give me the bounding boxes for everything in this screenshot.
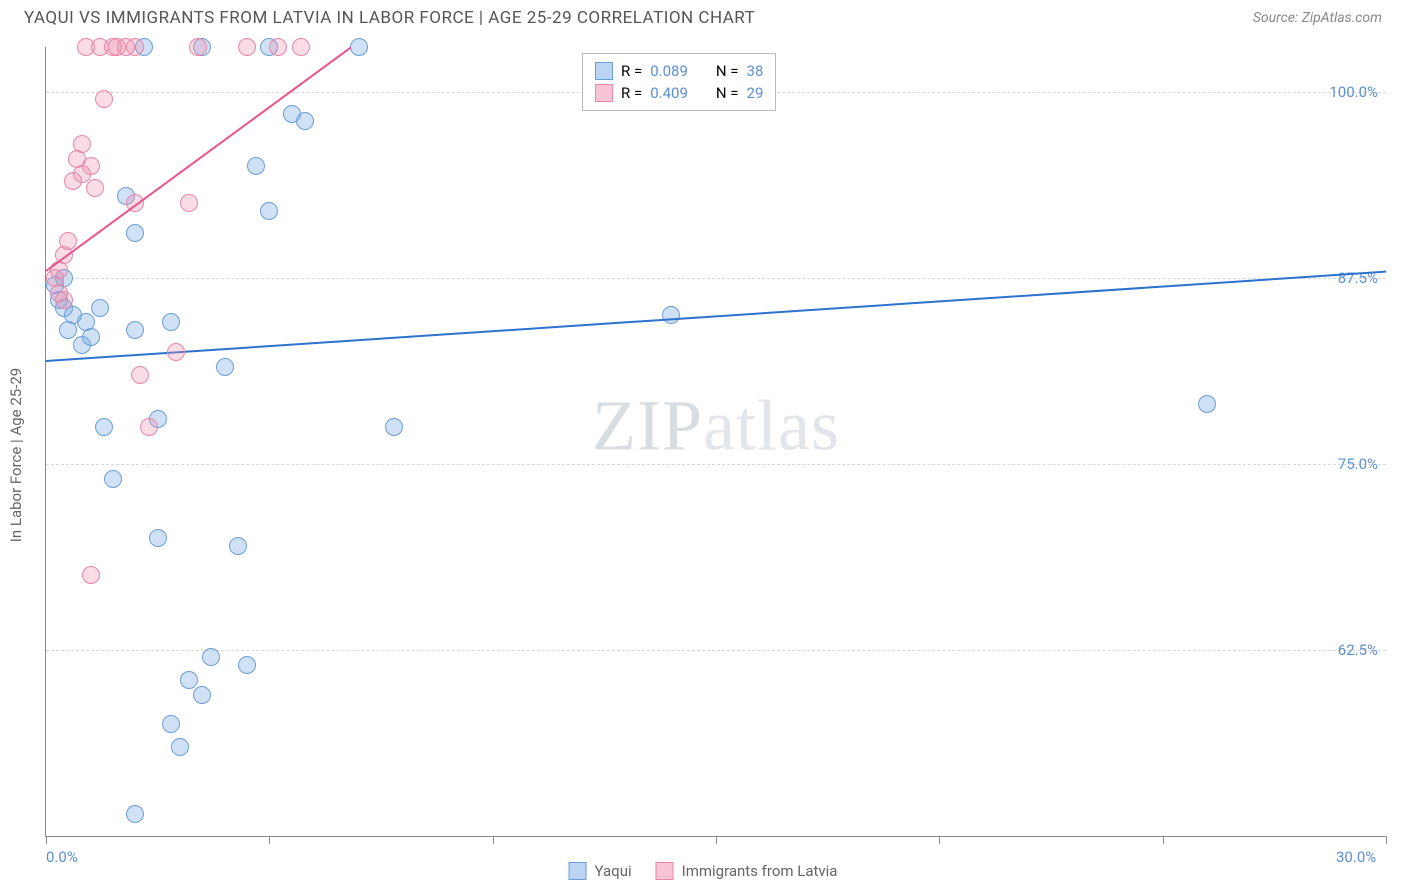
- gridline: [46, 464, 1386, 465]
- data-point: [73, 135, 91, 153]
- data-point: [126, 805, 144, 823]
- data-point: [104, 470, 122, 488]
- legend-item-latvia: Immigrants from Latvia: [656, 862, 838, 880]
- legend-item-yaqui: Yaqui: [569, 862, 632, 880]
- swatch-blue-icon: [569, 862, 587, 880]
- title-bar: YAQUI VS IMMIGRANTS FROM LATVIA IN LABOR…: [0, 0, 1406, 28]
- data-point: [269, 38, 287, 56]
- legend-label: Yaqui: [595, 862, 632, 880]
- data-point: [260, 202, 278, 220]
- data-point: [140, 418, 158, 436]
- y-tick-label: 62.5%: [1338, 641, 1378, 659]
- trend-line: [46, 270, 1386, 361]
- data-point: [162, 313, 180, 331]
- chart-plot-area: ZIPatlas 62.5%75.0%87.5%100.0%0.0%30.0%R…: [45, 47, 1386, 837]
- legend-row: R = 0.089 N = 38: [595, 60, 763, 82]
- data-point: [180, 194, 198, 212]
- data-point: [162, 715, 180, 733]
- data-point: [662, 306, 680, 324]
- data-point: [126, 321, 144, 339]
- data-point: [95, 90, 113, 108]
- data-point: [82, 328, 100, 346]
- data-point: [149, 529, 167, 547]
- data-point: [95, 418, 113, 436]
- data-point: [171, 738, 189, 756]
- r-value: 0.089: [650, 62, 688, 80]
- watermark-zip: ZIP: [592, 385, 703, 465]
- data-point: [292, 38, 310, 56]
- y-axis-title: In Labor Force | Age 25-29: [7, 368, 25, 542]
- legend-label: Immigrants from Latvia: [682, 862, 838, 880]
- data-point: [82, 157, 100, 175]
- data-point: [86, 179, 104, 197]
- x-tick: [493, 836, 494, 844]
- chart-title: YAQUI VS IMMIGRANTS FROM LATVIA IN LABOR…: [24, 8, 755, 28]
- data-point: [247, 157, 265, 175]
- source-label: Source: ZipAtlas.com: [1253, 10, 1382, 26]
- gridline: [46, 278, 1386, 279]
- n-label: N =: [716, 84, 739, 102]
- data-point: [91, 299, 109, 317]
- x-tick: [939, 836, 940, 844]
- y-tick-label: 100.0%: [1329, 83, 1378, 101]
- data-point: [216, 358, 234, 376]
- n-value: 29: [747, 84, 764, 102]
- data-point: [202, 648, 220, 666]
- x-tick: [716, 836, 717, 844]
- legend-row: R = 0.409 N = 29: [595, 82, 763, 104]
- y-tick-label: 75.0%: [1338, 455, 1378, 473]
- r-label: R =: [621, 62, 642, 80]
- data-point: [238, 38, 256, 56]
- data-point: [229, 537, 247, 555]
- data-point: [189, 38, 207, 56]
- r-label: R =: [621, 84, 642, 102]
- data-point: [238, 656, 256, 674]
- data-point: [1198, 395, 1216, 413]
- n-value: 38: [747, 62, 764, 80]
- x-tick-label: 0.0%: [46, 848, 78, 866]
- r-value: 0.409: [650, 84, 688, 102]
- swatch-pink-icon: [595, 84, 613, 102]
- data-point: [385, 418, 403, 436]
- data-point: [126, 38, 144, 56]
- swatch-blue-icon: [595, 62, 613, 80]
- data-point: [82, 566, 100, 584]
- data-point: [59, 232, 77, 250]
- data-point: [126, 224, 144, 242]
- watermark-atlas: atlas: [703, 385, 840, 465]
- x-tick: [1163, 836, 1164, 844]
- watermark: ZIPatlas: [592, 384, 840, 467]
- data-point: [193, 686, 211, 704]
- n-label: N =: [716, 62, 739, 80]
- swatch-pink-icon: [656, 862, 674, 880]
- correlation-legend: R = 0.089 N = 38 R = 0.409 N = 29: [582, 53, 776, 111]
- x-tick: [269, 836, 270, 844]
- x-tick-label: 30.0%: [1336, 848, 1376, 866]
- gridline: [46, 650, 1386, 651]
- data-point: [180, 671, 198, 689]
- data-point: [167, 343, 185, 361]
- bottom-legend: Yaqui Immigrants from Latvia: [569, 862, 838, 880]
- x-tick: [1386, 836, 1387, 844]
- data-point: [55, 291, 73, 309]
- data-point: [296, 112, 314, 130]
- data-point: [131, 366, 149, 384]
- x-tick: [46, 836, 47, 844]
- data-point: [350, 38, 368, 56]
